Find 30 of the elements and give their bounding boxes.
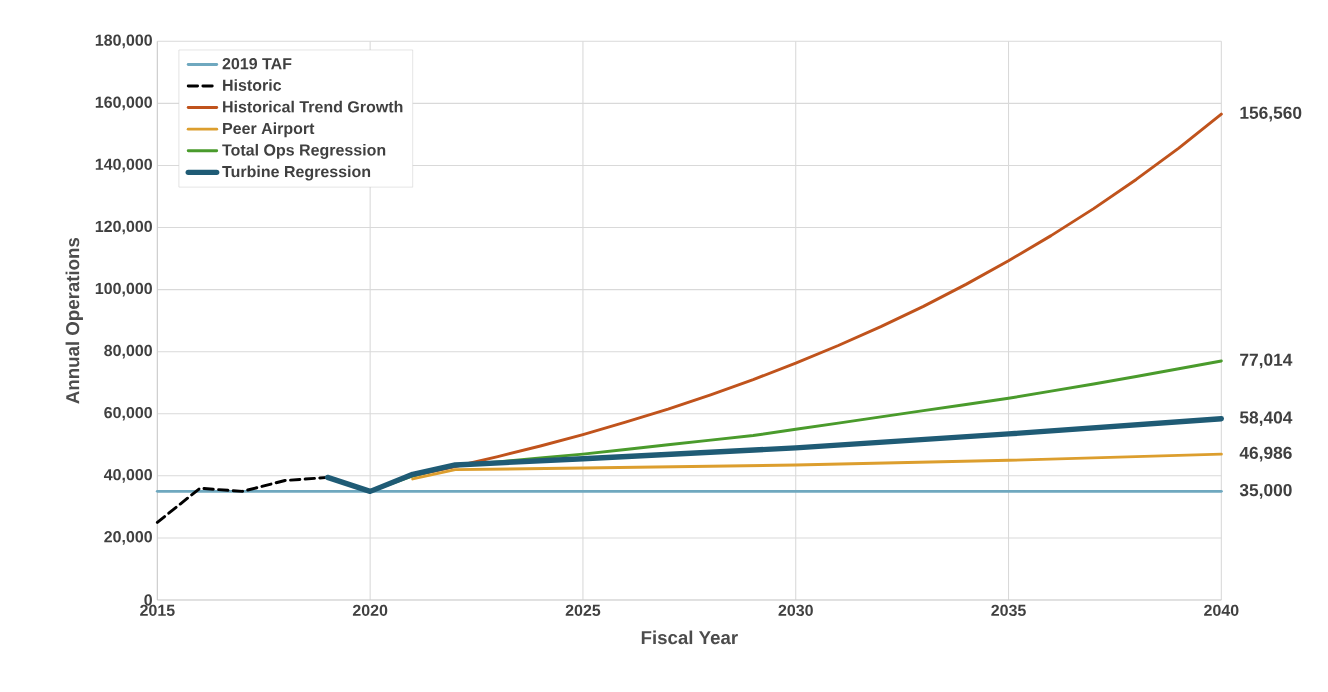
- y-tick-label: 0: [144, 594, 152, 606]
- data-label: 77,014: [1240, 353, 1293, 369]
- y-tick-label: 180,000: [95, 34, 152, 49]
- y-tick-label: 160,000: [95, 96, 152, 111]
- legend-label: Historical Trend Growth: [223, 100, 403, 113]
- x-tick-label: 2040: [1204, 604, 1239, 617]
- line-series: [411, 452, 1223, 481]
- data-label: 156,560: [1240, 106, 1302, 122]
- y-tick-label: 80,000: [104, 344, 152, 359]
- y-tick-label: 100,000: [95, 282, 152, 297]
- x-tick-label: 2015: [140, 604, 175, 617]
- x-axis-title: Fiscal Year: [641, 630, 738, 645]
- legend-label: Turbine Regression: [222, 165, 371, 181]
- x-tick-label: 2020: [352, 604, 388, 617]
- y-axis-title: Annual Operations: [65, 237, 83, 404]
- x-tick-label: 2025: [565, 604, 601, 617]
- y-tick-label: 120,000: [95, 220, 152, 235]
- y-tick-label: 140,000: [95, 158, 152, 173]
- legend-label: Total Ops Regression: [222, 143, 386, 159]
- data-label: 58,404: [1239, 411, 1293, 427]
- legend-label: 2019 TAF: [222, 57, 292, 70]
- x-tick-label: 2030: [778, 604, 813, 617]
- y-tick-label: 40,000: [103, 469, 152, 483]
- legend-label: Peer Airport: [223, 122, 315, 138]
- y-tick-label: 60,000: [104, 406, 152, 421]
- legend-label: Historic: [223, 79, 282, 91]
- data-label: 46,986: [1239, 446, 1292, 462]
- data-label: 35,000: [1239, 483, 1292, 499]
- x-tick-label: 2035: [991, 604, 1026, 617]
- y-tick-label: 20,000: [104, 531, 152, 545]
